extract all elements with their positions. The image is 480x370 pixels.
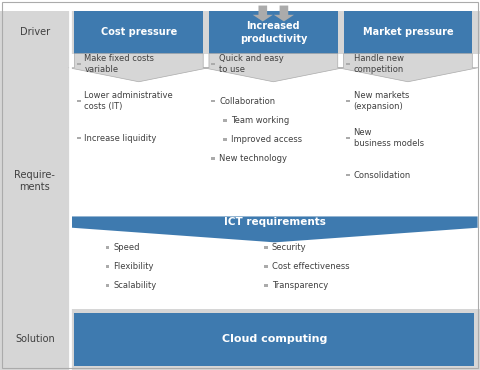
- Bar: [264, 265, 268, 268]
- Text: Collaboration: Collaboration: [219, 97, 275, 105]
- Text: Flexibility: Flexibility: [113, 262, 154, 271]
- Bar: [77, 63, 81, 65]
- Text: Cloud computing: Cloud computing: [222, 334, 327, 344]
- Text: Improved access: Improved access: [231, 135, 302, 144]
- Text: Handle new
competition: Handle new competition: [354, 54, 404, 74]
- Text: Quick and easy
to use: Quick and easy to use: [219, 54, 284, 74]
- Text: Cost pressure: Cost pressure: [101, 27, 177, 37]
- Text: Lower administrative
costs (IT): Lower administrative costs (IT): [84, 91, 173, 111]
- Text: Make fixed costs
variable: Make fixed costs variable: [84, 54, 155, 74]
- Bar: [74, 313, 474, 366]
- Bar: [77, 100, 81, 102]
- Bar: [211, 157, 215, 160]
- Bar: [344, 11, 472, 54]
- Bar: [211, 100, 215, 102]
- Bar: [223, 119, 227, 122]
- Text: Driver: Driver: [20, 27, 50, 37]
- Polygon shape: [203, 54, 344, 82]
- Bar: [346, 137, 350, 139]
- Text: Security: Security: [272, 243, 306, 252]
- Polygon shape: [338, 54, 478, 82]
- Text: New
business models: New business models: [354, 128, 424, 148]
- Text: Increase liquidity: Increase liquidity: [84, 134, 157, 142]
- Polygon shape: [252, 6, 273, 21]
- Bar: [74, 11, 203, 54]
- Text: Scalability: Scalability: [113, 281, 156, 290]
- Text: Team working: Team working: [231, 116, 289, 125]
- Bar: [223, 138, 227, 141]
- Text: Require-
ments: Require- ments: [14, 170, 55, 192]
- Bar: [264, 284, 268, 287]
- Polygon shape: [274, 6, 294, 21]
- Bar: [0, 11, 480, 54]
- Text: Increased
productivity: Increased productivity: [240, 21, 307, 44]
- Polygon shape: [69, 54, 209, 82]
- Text: Market pressure: Market pressure: [362, 27, 453, 37]
- Bar: [0, 54, 70, 309]
- Polygon shape: [70, 216, 480, 242]
- Bar: [346, 100, 350, 102]
- Text: New markets
(expansion): New markets (expansion): [354, 91, 409, 111]
- Bar: [346, 63, 350, 65]
- Text: New technology: New technology: [219, 154, 287, 163]
- Bar: [264, 246, 268, 249]
- Bar: [77, 137, 81, 139]
- Bar: [346, 174, 350, 176]
- Text: Solution: Solution: [15, 334, 55, 344]
- Bar: [106, 284, 109, 287]
- Bar: [106, 265, 109, 268]
- Text: Speed: Speed: [113, 243, 140, 252]
- Bar: [209, 11, 338, 54]
- Text: Consolidation: Consolidation: [354, 171, 411, 179]
- Text: ICT requirements: ICT requirements: [224, 217, 326, 227]
- Bar: [0, 54, 480, 309]
- Text: Transparency: Transparency: [272, 281, 328, 290]
- Bar: [0, 309, 480, 370]
- Bar: [211, 63, 215, 65]
- Text: Cost effectiveness: Cost effectiveness: [272, 262, 349, 271]
- Bar: [106, 246, 109, 249]
